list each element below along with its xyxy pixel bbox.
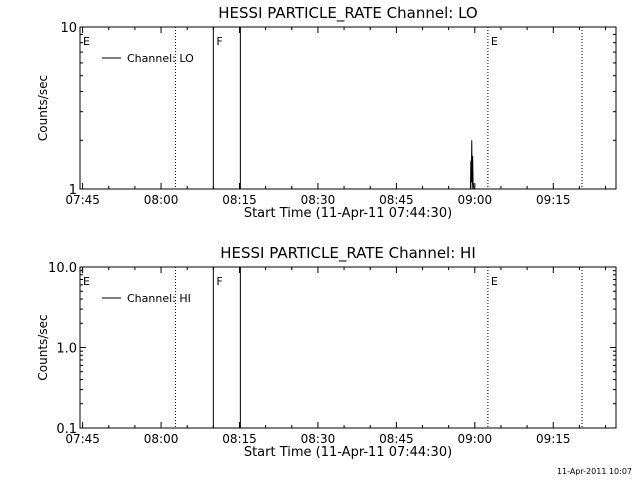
panel-2-y-tick-label: 0.1 <box>56 422 77 437</box>
panel-2-y-tick-label: 1.0 <box>56 342 77 357</box>
panel-2-x-tick-label: 08:45 <box>379 432 414 446</box>
panel-1-x-axis-label: Start Time (11-Apr-11 07:44:30) <box>244 206 452 221</box>
panel-2-y-tick-label: 10.0 <box>48 261 77 276</box>
panel-1-legend-label: Channel: LO <box>127 52 194 65</box>
panel-1-title: HESSI PARTICLE_RATE Channel: LO <box>218 4 477 23</box>
panel-2-title: HESSI PARTICLE_RATE Channel: HI <box>220 244 476 263</box>
panel-2-x-axis-label: Start Time (11-Apr-11 07:44:30) <box>244 445 452 460</box>
panel-2-legend-label: Channel: HI <box>127 292 191 305</box>
panel-1-x-tick-label: 07:45 <box>65 193 100 207</box>
panel-1-x-tick-label: 08:30 <box>301 193 336 207</box>
panel-1-x-tick-label: 09:15 <box>536 193 571 207</box>
panel-2-x-tick-label: 09:00 <box>458 432 493 446</box>
panel-2-x-tick-label: 07:45 <box>65 432 100 446</box>
panel-1-x-tick-label: 08:15 <box>222 193 257 207</box>
footer-timestamp: 11-Apr-2011 10:07 <box>556 467 632 476</box>
panel-1-y-axis-label: Counts/sec <box>36 75 50 141</box>
panel-1-event-marker-label: E <box>491 35 498 48</box>
panel-1-x-tick-label: 08:45 <box>379 193 414 207</box>
panel-2-x-tick-label: 08:15 <box>222 432 257 446</box>
panel-2-x-tick-label: 08:30 <box>301 432 336 446</box>
panel-1-data-series-1 <box>469 140 475 190</box>
panel-2-event-marker-label: F <box>216 275 222 288</box>
panel-2-x-tick-label: 08:00 <box>144 432 179 446</box>
panel-1-y-tick-label: 1 <box>69 183 77 198</box>
panel-1-plot-frame <box>79 26 617 190</box>
panel-1-event-marker-label: F <box>216 35 222 48</box>
panel-2-x-tick-label: 09:15 <box>536 432 571 446</box>
panel-1-x-tick-label: 09:00 <box>458 193 493 207</box>
panel-2-event-marker-label: E <box>491 275 498 288</box>
panel-1-event-marker-label: E <box>83 35 90 48</box>
panel-1-x-tick-label: 08:00 <box>144 193 179 207</box>
panel-1-y-tick-label: 10 <box>60 21 77 36</box>
panel-2-event-marker-label: E <box>83 275 90 288</box>
panel-2-y-axis-label: Counts/sec <box>36 314 50 380</box>
